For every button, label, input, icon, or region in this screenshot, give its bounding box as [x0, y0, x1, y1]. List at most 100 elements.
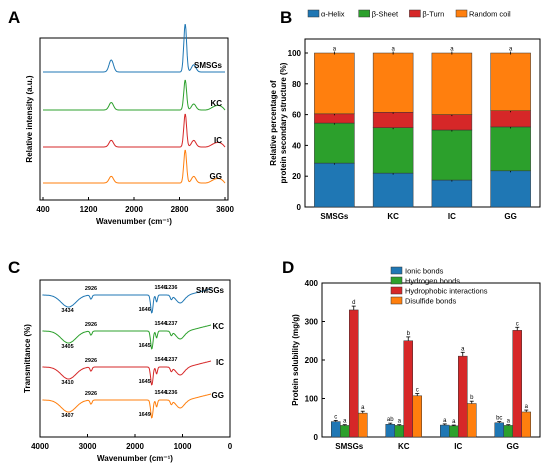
panel-b-frame	[304, 38, 541, 208]
panel-c-x-tick-label: 3000	[79, 442, 97, 451]
panel-b-bar-segment	[490, 110, 531, 128]
panel-c-series-line	[42, 324, 212, 350]
panel-c-peak-label: 3405	[61, 344, 73, 350]
panel-d-significance-letter: a	[398, 419, 402, 425]
panel-d-significance-letter: c	[416, 387, 419, 393]
panel-c-peak-label: 3407	[61, 413, 73, 419]
panel-letter-c: C	[8, 258, 20, 277]
panel-d-x-tick-label: SMSGs	[335, 442, 364, 451]
panel-b-x-tick-label: SMSGs	[320, 212, 349, 221]
panel-a-x-tick-label: 400	[36, 205, 50, 214]
panel-d-bar	[503, 425, 513, 438]
panel-letter-b: B	[280, 8, 292, 27]
panel-c-y-axis-label: Transmittance (%)	[23, 324, 32, 393]
panel-d-bar	[340, 425, 350, 438]
panel-a-x-tick-label: 2800	[171, 205, 189, 214]
panel-b-bar-segment	[490, 170, 531, 208]
panel-d-y-tick-label: 0	[314, 433, 319, 442]
panel-a-series-label: GG	[210, 172, 222, 181]
panel-a-y-axis-label: Relative intensity (a.u.)	[25, 75, 34, 162]
panel-b-bar-segment	[431, 52, 473, 115]
panel-b-bar-segment	[372, 52, 414, 113]
panel-c-peak-label: 1546	[154, 285, 166, 291]
panel-c-series-line	[42, 393, 212, 419]
panel-c-series-label: SMSGs	[196, 286, 225, 295]
panel-c-series-label: KC	[212, 322, 224, 331]
panel-b-legend-label: α-Helix	[321, 10, 345, 19]
panel-d-bar	[512, 330, 522, 438]
panel-b-bar-segment	[372, 172, 414, 208]
panel-d-significance-letter: a	[361, 405, 365, 411]
panel-d-significance-letter: c	[516, 321, 519, 327]
panel-b-bar-segment	[431, 114, 473, 131]
panel-d-y-axis-label: Protein solubility (mg/g)	[291, 314, 300, 406]
panel-b-x-tick-label: GG	[504, 212, 516, 221]
panel-d-significance-letter: a	[343, 419, 347, 425]
panel-d-legend-label: Hydrogen bonds	[405, 277, 460, 286]
panel-d-bar	[385, 424, 395, 438]
panel-d-legend-swatch	[390, 266, 403, 275]
panel-d-legend-swatch	[390, 276, 403, 285]
panel-d-significance-letter: a	[507, 419, 511, 425]
panel-d-bar	[349, 309, 359, 438]
panel-d-bar	[458, 355, 468, 438]
panel-a-series-line	[43, 79, 226, 111]
panel-b-bar-segment	[431, 179, 473, 208]
panel-a-x-tick-label: 3600	[216, 205, 234, 214]
panel-d-legend-label: Disulfide bonds	[405, 297, 457, 306]
panel-b-bar-segment	[431, 129, 473, 181]
panel-d-significance-letter: ab	[387, 417, 394, 423]
panel-b-y-axis-label: Relative percentage of	[269, 80, 278, 166]
panel-b-y-tick-label: 40	[292, 141, 301, 150]
panel-c-x-tick-label: 2000	[126, 442, 144, 451]
panel-d-significance-letter: a	[443, 418, 447, 424]
panel-c-peak-label: 1646	[139, 307, 151, 313]
panel-c-peak-label: 2926	[85, 391, 97, 397]
panel-c-x-tick-label: 4000	[31, 442, 49, 451]
panel-b-significance-letter: a	[450, 47, 454, 53]
panel-b-y-tick-label: 0	[297, 203, 302, 212]
panel-letter-d: D	[282, 258, 294, 277]
panel-d-bar	[331, 421, 341, 438]
panel-b-legend-label: Random coil	[469, 10, 511, 19]
panel-b-significance-letter: a	[391, 47, 395, 53]
panel-a-series-label: KC	[210, 99, 222, 108]
panel-d-significance-letter: c	[334, 414, 337, 420]
panel-c-peak-label: 1649	[139, 412, 151, 418]
panel-a-x-tick-label: 1200	[80, 205, 98, 214]
panel-b-y-tick-label: 60	[292, 111, 301, 120]
panel-d-bar	[440, 424, 450, 438]
panel-b-legend-label: β-Turn	[422, 10, 444, 19]
panel-b-y-axis-label: protein secondary structure (%)	[279, 62, 288, 183]
panel-b-y-tick-label: 100	[288, 49, 302, 58]
panel-d-y-tick-label: 300	[305, 318, 319, 327]
panel-c-series-line	[42, 288, 212, 314]
panel-c-peak-label: 1544	[154, 357, 167, 363]
panel-d-legend-label: Ionic bonds	[405, 267, 444, 276]
panel-c-x-axis-label: Wavenumber (cm⁻¹)	[97, 454, 173, 463]
panel-d-x-tick-label: KC	[398, 442, 410, 451]
panel-c-x-tick-label: 1000	[174, 442, 192, 451]
panel-d-legend-label: Hydrophobic interactions	[405, 287, 488, 296]
panel-c-series-label: GG	[212, 391, 224, 400]
panel-b-bar-segment	[314, 162, 355, 208]
panel-d-bar	[494, 422, 504, 438]
panel-d-legend-swatch	[390, 286, 403, 295]
panel-a-series-line	[43, 24, 225, 73]
panel-b-legend-swatch	[409, 9, 421, 18]
panel-c-peak-label: 1236	[165, 285, 177, 291]
panel-d-bar	[358, 412, 368, 438]
panel-c-peak-label: 3410	[61, 380, 73, 386]
panel-c-series-line	[42, 360, 212, 386]
panel-b-bar-segment	[490, 126, 531, 172]
panel-b-bar-segment	[372, 127, 414, 174]
panel-b-y-tick-label: 20	[292, 172, 301, 181]
panel-c-x-tick-label: 0	[228, 442, 233, 451]
panel-d-significance-letter: b	[470, 395, 474, 401]
panel-b-bar-segment	[372, 112, 414, 128]
panel-d-significance-letter: d	[352, 300, 355, 306]
panel-d-significance-letter: a	[525, 404, 529, 410]
panel-b-bar-segment	[314, 52, 355, 115]
panel-d-legend-swatch	[390, 296, 403, 305]
